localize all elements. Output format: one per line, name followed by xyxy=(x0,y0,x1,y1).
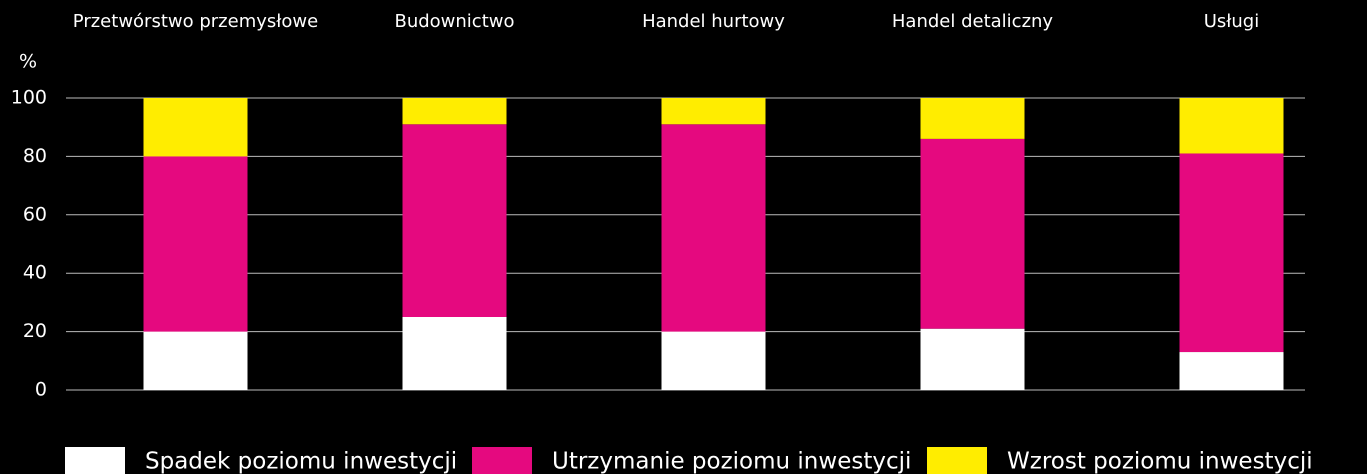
bar-segment xyxy=(920,98,1025,139)
legend-label: Utrzymanie poziomu inwestycji xyxy=(552,449,911,474)
y-axis-label: % xyxy=(19,51,37,73)
y-tick-label: 40 xyxy=(23,262,47,284)
legend-label: Wzrost poziomu inwestycji xyxy=(1007,449,1313,474)
bar-segment xyxy=(920,138,1025,329)
category-label: Budownictwo xyxy=(394,11,514,32)
bar-segment xyxy=(143,98,248,157)
y-tick-label: 60 xyxy=(23,203,47,225)
bar-segment xyxy=(661,124,766,332)
category-label: Przetwórstwo przemysłowe xyxy=(73,11,318,32)
bar-segment xyxy=(402,317,507,390)
bar-segment xyxy=(661,98,766,125)
legend-swatch xyxy=(927,447,987,474)
y-tick-label: 80 xyxy=(23,145,47,167)
legend-swatch xyxy=(472,447,532,474)
category-label: Usługi xyxy=(1204,11,1260,32)
y-tick-label: 20 xyxy=(23,320,47,342)
bar-segment xyxy=(920,328,1025,390)
bar-segment xyxy=(143,156,248,332)
bar-segment xyxy=(402,98,507,125)
bar-segment xyxy=(661,331,766,390)
y-tick-label: 0 xyxy=(35,379,47,401)
legend-swatch xyxy=(65,447,125,474)
bar-segment xyxy=(402,124,507,317)
category-label: Handel hurtowy xyxy=(642,11,785,32)
category-label: Handel detaliczny xyxy=(892,11,1054,32)
y-tick-label: 100 xyxy=(11,87,47,109)
bar-segment xyxy=(143,331,248,390)
bar-segment xyxy=(1179,98,1284,154)
bar-segment xyxy=(1179,153,1284,353)
legend-label: Spadek poziomu inwestycji xyxy=(145,449,457,474)
bar-segment xyxy=(1179,352,1284,390)
